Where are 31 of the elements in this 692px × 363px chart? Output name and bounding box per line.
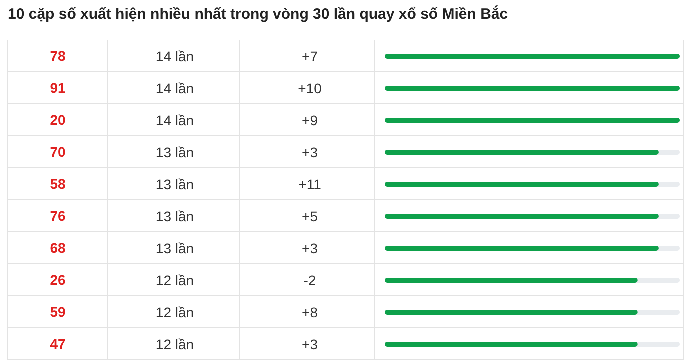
data-label: 12 lần — [156, 336, 194, 352]
y-tick-label: 68 — [50, 240, 66, 256]
data-label: 14 lần — [156, 48, 194, 64]
data-label: 14 lần — [156, 112, 194, 128]
y-tick-label: 20 — [50, 112, 66, 128]
text: +3 — [302, 336, 318, 352]
text: +9 — [302, 112, 318, 128]
text: -2 — [304, 272, 316, 288]
data-label: 14 lần — [156, 80, 194, 96]
data-label: 12 lần — [156, 304, 194, 320]
text: +10 — [298, 80, 322, 96]
y-tick-label: 26 — [50, 272, 66, 288]
y-tick-label: 58 — [50, 176, 66, 192]
y-tick-label: 76 — [50, 208, 66, 224]
text: +3 — [302, 144, 318, 160]
y-tick-label: 70 — [50, 144, 66, 160]
y-tick-label: 59 — [50, 304, 66, 320]
text: +3 — [302, 240, 318, 256]
data-label: 12 lần — [156, 272, 194, 288]
text: +7 — [302, 48, 318, 64]
data-label: 13 lần — [156, 144, 194, 160]
text: +11 — [298, 176, 322, 192]
y-tick-label: 47 — [50, 336, 66, 352]
text: +8 — [302, 304, 318, 320]
data-label: 13 lần — [156, 176, 194, 192]
text: 10 cặp số xuất hiện nhiều nhất trong vòng 30 lần quay xổ số Miền Bắc — [8, 6, 508, 23]
y-tick-label: 78 — [50, 48, 66, 64]
data-label: 13 lần — [156, 240, 194, 256]
y-tick-label: 91 — [50, 80, 66, 96]
data-label: 13 lần — [156, 208, 194, 224]
text: +5 — [302, 208, 318, 224]
